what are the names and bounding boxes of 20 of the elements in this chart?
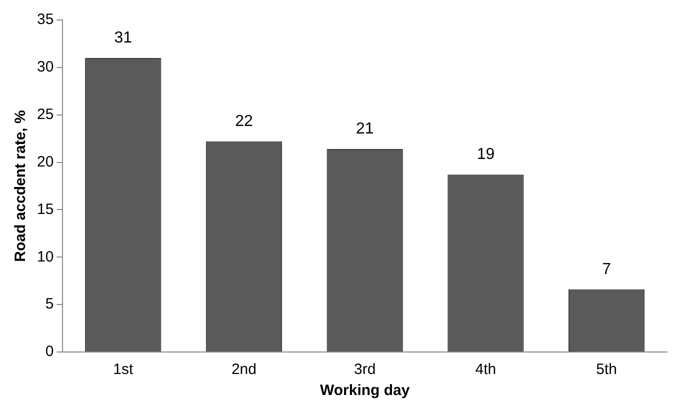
data-label: 7 — [602, 260, 612, 278]
data-label: 21 — [356, 120, 374, 138]
y-tick-label: 35 — [36, 11, 54, 28]
y-axis-title: Road accdent rate, % — [12, 110, 30, 262]
y-tick-label: 30 — [36, 58, 54, 76]
x-tick-label: 3rd — [354, 361, 376, 378]
y-tick-label: 0 — [45, 343, 54, 360]
data-label: 31 — [114, 29, 132, 46]
y-tick-label: 5 — [45, 296, 54, 313]
y-tick-label: 25 — [36, 106, 54, 123]
x-tick-label: 4th — [475, 361, 496, 378]
x-axis-title: Working day — [320, 382, 410, 400]
x-tick-label: 5th — [596, 361, 617, 378]
y-tick-label: 15 — [36, 200, 54, 218]
data-label: 22 — [235, 112, 253, 130]
y-tick-label: 10 — [36, 248, 54, 266]
y-tick-label: 20 — [36, 153, 54, 170]
x-tick-label: 2nd — [231, 361, 256, 378]
x-tick-label: 1st — [113, 361, 134, 378]
data-label: 19 — [476, 146, 495, 164]
